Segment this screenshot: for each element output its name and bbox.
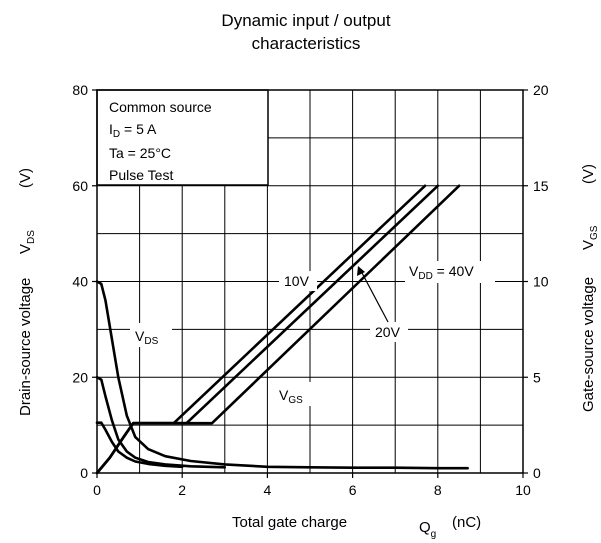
condition-common-source: Common source xyxy=(109,99,212,115)
y-left-tick-label: 40 xyxy=(72,274,88,290)
y-axis-right-symbol: VGS xyxy=(580,225,600,250)
y-axis-right-label-group: Gate-source voltage VGS (V) xyxy=(580,164,600,412)
y-axis-right-unit: (V) xyxy=(580,164,597,184)
chart-title-line-1: Dynamic input / output xyxy=(221,11,390,30)
y-axis-left-symbol: VDS xyxy=(17,230,37,254)
x-axis-unit: (nC) xyxy=(452,514,481,531)
y-left-tick-label: 0 xyxy=(80,465,88,481)
x-tick-label: 8 xyxy=(434,482,442,498)
label-10v: 10V xyxy=(284,273,310,289)
condition-drain-current: ID = 5 A xyxy=(109,121,157,140)
vds-label: VDS xyxy=(135,328,159,347)
x-tick-label: 10 xyxy=(515,482,531,498)
series-line-1 xyxy=(95,280,469,470)
curves xyxy=(95,184,469,475)
label-20v-arrowhead xyxy=(357,266,365,276)
label-20v: 20V xyxy=(375,324,401,340)
label-20v-bg xyxy=(370,322,408,342)
y-axis-right-label: Gate-source voltage xyxy=(580,277,597,412)
y-axis-left-label-group: Drain-source voltage VDS (V) xyxy=(17,168,37,416)
label-20v-pointer xyxy=(360,270,389,323)
vgs-label: VGS xyxy=(279,387,303,406)
vgs-label-bg xyxy=(274,382,316,406)
series-line-6 xyxy=(95,184,461,475)
vds-label-bg xyxy=(130,323,172,347)
y-right-tick-label: 20 xyxy=(533,82,549,98)
condition-pulse-test: Pulse Test xyxy=(109,167,173,183)
y-right-tick-label: 5 xyxy=(533,369,541,385)
x-tick-label: 6 xyxy=(349,482,357,498)
plot-frame xyxy=(96,89,524,474)
x-axis-label: Total gate charge xyxy=(232,514,347,531)
y-axis-left-label: Drain-source voltage xyxy=(17,278,34,416)
conditions-box xyxy=(96,89,269,186)
x-tick-label: 4 xyxy=(264,482,272,498)
y-left-tick-label: 80 xyxy=(72,82,88,98)
x-tick-label: 2 xyxy=(178,482,186,498)
y-axis-left-unit: (V) xyxy=(17,168,34,188)
series-line-3 xyxy=(95,421,184,469)
y-left-tick-label: 60 xyxy=(72,178,88,194)
y-right-tick-label: 0 xyxy=(533,465,541,481)
y-right-tick-label: 10 xyxy=(533,274,549,290)
label-40v-bg xyxy=(405,261,495,283)
chart-title-line-2: characteristics xyxy=(252,34,361,53)
label-40v: VDD = 40V xyxy=(409,263,474,282)
y-right-tick-label: 15 xyxy=(533,178,549,194)
condition-temperature: Ta = 25°C xyxy=(109,145,171,161)
label-10v-bg xyxy=(279,271,317,291)
y-left-tick-label: 20 xyxy=(72,369,88,385)
x-axis-symbol: Qg xyxy=(419,519,436,540)
x-tick-label: 0 xyxy=(93,482,101,498)
